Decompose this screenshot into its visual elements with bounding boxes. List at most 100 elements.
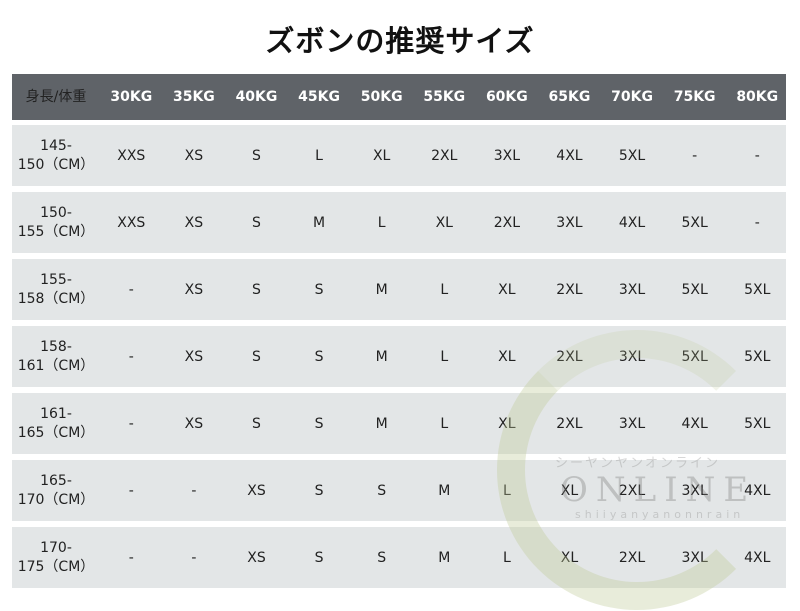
header-weight: 70KG [611,89,653,105]
size-cell: L [377,214,386,231]
size-cell: - [128,348,134,365]
size-cell: XL [498,281,516,298]
page-title: ズボンの推奨サイズ [265,24,535,58]
size-cell: 2XL [556,281,583,298]
size-cell: XS [184,147,204,164]
size-cell: - [128,549,134,566]
size-cell: M [375,348,388,365]
size-cell: L [315,147,323,164]
header-weight: 75KG [673,89,716,105]
table-row: 145- 150（CM） XXS XS S L XL 2XL 3XL 4XL 5XL - - [12,125,786,186]
header-weight: 35KG [172,89,215,105]
header-weight: 45KG [298,89,340,105]
size-cell: - [191,482,197,499]
size-cell: - [754,147,760,164]
size-cell: S [314,348,324,365]
size-table: 身長/体重 30KG 35KG 40KG 45KG 50KG 55KG 60KG 65KG 70K… [12,74,786,594]
size-cell: 2XL [618,549,646,566]
size-cell: - [692,147,698,164]
table-row: 150- 155（CM） XXS XS S M L XL 2XL 3XL 4XL 5XL - [12,192,786,253]
size-cell: 5XL [744,281,771,298]
size-cell: L [502,549,511,566]
size-cell: 2XL [493,214,521,231]
size-cell: S [252,147,261,164]
height-range-start: 170- [40,539,72,556]
size-cell: S [252,214,261,231]
size-cell: S [252,415,261,432]
height-cell: 145- 150（CM） [12,137,100,175]
size-cell: 3XL [618,415,646,432]
size-cell: - [191,549,197,566]
size-cell: 3XL [618,348,646,365]
size-cell: 5XL [744,415,771,432]
size-cell: XL [498,415,516,432]
header-weight: 60KG [485,89,528,105]
height-cell: 165- 170（CM） [12,472,100,510]
size-cell: XS [184,348,204,365]
size-cell: S [314,281,324,298]
size-cell: 2XL [618,482,646,499]
size-cell: S [377,482,387,499]
height-range-start: 155- [40,271,72,288]
height-range-end: 175（CM） [17,558,95,575]
size-cell: 2XL [556,415,583,432]
size-cell: S [314,482,324,499]
size-cell: 4XL [681,415,708,432]
size-cell: S [252,281,261,298]
header-weight: 65KG [548,89,591,105]
size-cell: XL [435,214,453,231]
size-cell: - [128,281,134,298]
height-range-end: 158（CM） [17,290,95,307]
table-row: 165- 170（CM） - - XS S S M L XL 2XL 3XL 4XL [12,460,786,521]
size-cell: 3XL [493,147,521,164]
size-cell: M [313,214,326,231]
size-cell: 5XL [744,348,771,365]
size-cell: L [440,415,449,432]
size-cell: M [375,415,388,432]
table-row: 161- 165（CM） - XS S S M L XL 2XL 3XL 4XL 5XL [12,393,786,454]
height-cell: 158- 161（CM） [12,338,100,376]
size-cell: XXS [117,214,146,231]
size-cell: 2XL [431,147,458,164]
height-cell: 150- 155（CM） [12,204,100,242]
size-cell: L [440,281,449,298]
size-cell: XS [247,482,266,499]
size-cell: XL [560,482,579,499]
height-range-end: 161（CM） [17,357,95,374]
table-row: 170- 175（CM） - - XS S S M L XL 2XL 3XL 4XL [12,527,786,588]
size-cell: XL [372,147,391,164]
size-cell: XS [184,415,204,432]
size-cell: 4XL [618,214,646,231]
size-cell: - [128,415,134,432]
size-cell: 4XL [744,482,771,499]
height-range-end: 155（CM） [17,223,95,240]
height-cell: 161- 165（CM） [12,405,100,443]
size-cell: 4XL [744,549,771,566]
size-cell: 5XL [681,348,708,365]
header-height-weight: 身長/体重 [25,88,87,105]
height-range-end: 165（CM） [17,424,95,441]
size-cell: XS [184,214,204,231]
size-cell: S [377,549,387,566]
size-cell: L [440,348,449,365]
size-cell: - [128,482,134,499]
size-cell: 4XL [556,147,583,164]
size-cell: 5XL [618,147,646,164]
size-cell: XL [498,348,516,365]
header-weight: 40KG [235,89,278,105]
header-weight: 30KG [110,89,153,105]
size-cell: - [754,214,760,231]
size-cell: XS [184,281,204,298]
height-cell: 155- 158（CM） [12,271,100,309]
size-cell: L [502,482,511,499]
size-cell: M [438,482,451,499]
size-cell: 5XL [681,214,708,231]
height-range-start: 161- [40,405,72,422]
height-range-end: 150（CM） [17,156,95,173]
header-weight: 50KG [360,89,403,105]
table-row: 158- 161（CM） - XS S S M L XL 2XL 3XL 5XL 5XL [12,326,786,387]
table-header: 身長/体重 30KG 35KG 40KG 45KG 50KG 55KG 60KG 65KG 70K… [12,74,786,120]
size-cell: 3XL [681,549,708,566]
size-cell: 3XL [556,214,583,231]
size-cell: XL [560,549,579,566]
